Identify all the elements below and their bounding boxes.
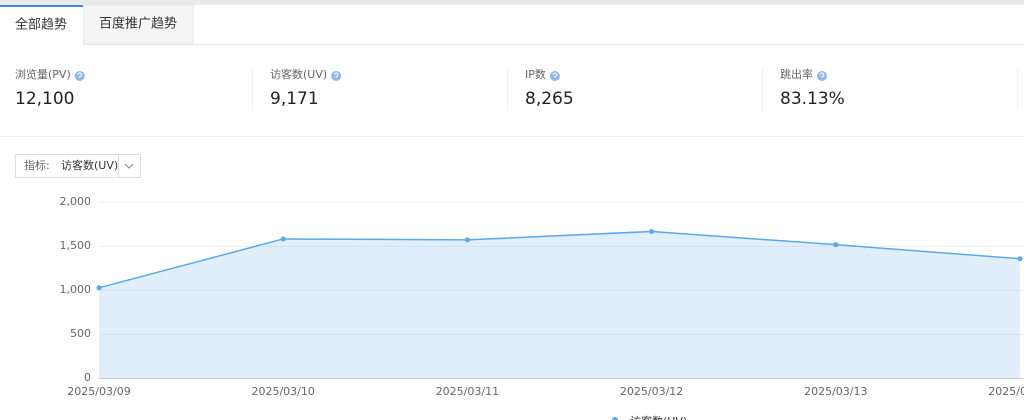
metric-value: 83.13% <box>780 89 845 109</box>
help-icon <box>74 71 85 81</box>
chart: 0 500 1,000 1,500 2,000 2025/03/09 2025/03/10 2… <box>60 195 1024 420</box>
metric-label: 访客数(UV) <box>270 67 327 81</box>
metric-label: 浏览量(PV) <box>15 67 71 81</box>
selector[interactable] <box>15 154 141 178</box>
selector-value: 访客数(UV) <box>61 158 118 172</box>
metric-label: IP数 <box>525 68 546 81</box>
top-bar <box>0 0 1024 5</box>
y-tick-label: 1,500 <box>60 239 92 252</box>
x-tick-label: 2025/03/13 <box>804 385 867 398</box>
tab-bg <box>82 4 194 45</box>
y-tick-label: 500 <box>70 327 91 340</box>
point <box>280 236 286 242</box>
point <box>464 237 470 243</box>
help-icon <box>817 71 827 81</box>
area <box>99 231 1020 378</box>
help-glyph <box>819 72 825 78</box>
metric-label: 跳出率 <box>780 67 813 81</box>
selector-label: 指标: <box>24 158 50 172</box>
point <box>649 228 655 234</box>
metric-value: 8,265 <box>525 89 574 109</box>
x-tick-label: 2025/03/12 <box>620 385 683 398</box>
tab-active-indicator <box>0 5 83 7</box>
x-tick-label: 2025/03/09 <box>67 385 130 398</box>
point <box>96 285 102 291</box>
line <box>98 230 1021 289</box>
tab-active-bg <box>0 5 83 45</box>
point <box>1017 256 1023 262</box>
y-tick-label: 0 <box>84 371 91 384</box>
legend-marker <box>612 417 618 420</box>
metrics: 浏览量(PV) 12,100 访客数(UV) 9,171 IP数 8,265 跳出率 83.1… <box>15 67 1018 110</box>
y-tick-label: 1,000 <box>60 283 92 296</box>
metric-value: 9,171 <box>270 89 319 109</box>
x-tick-label: 2025/03/10 <box>251 385 314 398</box>
metric-value: 12,100 <box>15 89 74 109</box>
y-tick-label: 2,000 <box>60 195 92 208</box>
x-tick-label: 2025/03/11 <box>436 385 499 398</box>
help-icon <box>331 71 342 81</box>
tab[interactable]: 全部趋势 <box>15 17 67 33</box>
x-tick-label: 2025/03/14 <box>988 385 1024 398</box>
help-icon <box>549 71 560 81</box>
help-glyph <box>552 72 558 78</box>
legend-label: 访客数(UV) <box>630 414 687 420</box>
help-glyph <box>333 72 339 78</box>
tab[interactable]: 百度推广趋势 <box>99 16 177 32</box>
help-glyph <box>77 72 83 78</box>
point <box>833 242 839 248</box>
dropdown-arrow[interactable] <box>124 163 134 169</box>
